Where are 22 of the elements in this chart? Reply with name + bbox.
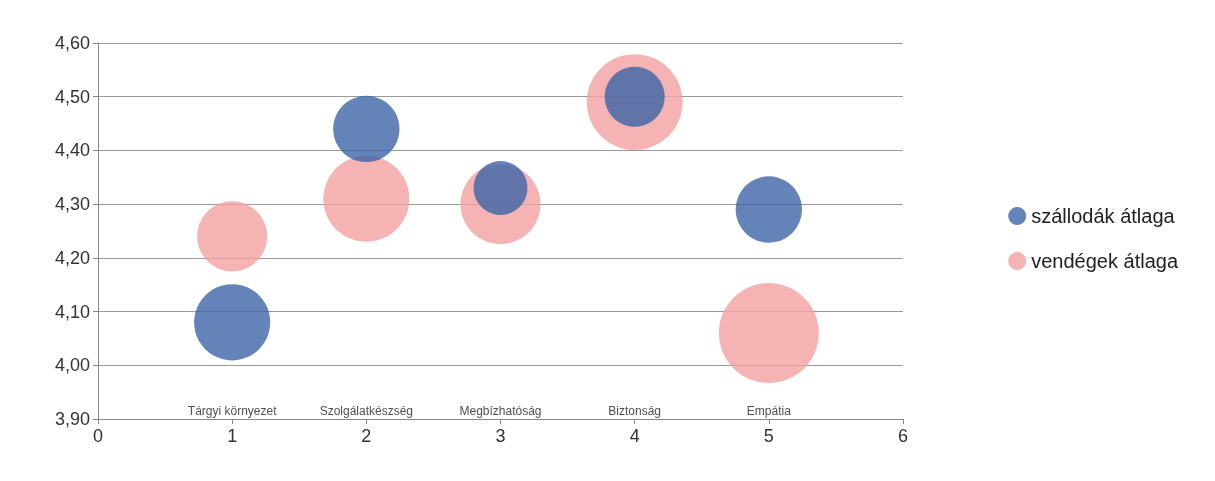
annotation: Megbízhatóság xyxy=(459,404,542,418)
y-tick-label: 3,90 xyxy=(54,409,90,429)
y-tick-label: 4,00 xyxy=(54,355,90,376)
y-tick-label: 4,20 xyxy=(54,247,90,268)
annotation: Szolgálatkészség xyxy=(319,404,414,418)
y-tick-label: 4,50 xyxy=(54,86,90,107)
x-tick-label: 2 xyxy=(361,426,372,446)
x-tick-label: 4 xyxy=(629,426,640,446)
x-tick-label: 3 xyxy=(495,426,506,446)
y-tick-label: 4,10 xyxy=(54,301,90,322)
y-tick-label: 4,30 xyxy=(54,194,90,215)
x-tick-label: 6 xyxy=(897,426,909,446)
y-tick-label: 4,40 xyxy=(54,140,90,161)
legend-label: vendégek átlaga xyxy=(1031,250,1179,272)
x-tick-label: 0 xyxy=(92,426,104,446)
annotation: Empátia xyxy=(746,404,792,418)
annotation: Biztonság xyxy=(608,404,662,418)
legend-label: szállodák átlaga xyxy=(1031,205,1176,227)
y-tick-label: 4,60 xyxy=(54,33,90,53)
x-tick-label: 1 xyxy=(227,426,238,446)
annotation: Tárgyi környezet xyxy=(187,404,278,418)
x-tick-label: 5 xyxy=(763,426,774,446)
